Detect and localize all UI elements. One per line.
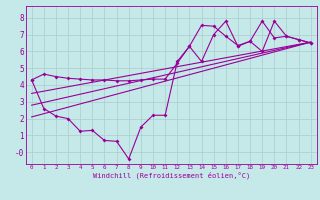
X-axis label: Windchill (Refroidissement éolien,°C): Windchill (Refroidissement éolien,°C) (92, 172, 250, 179)
